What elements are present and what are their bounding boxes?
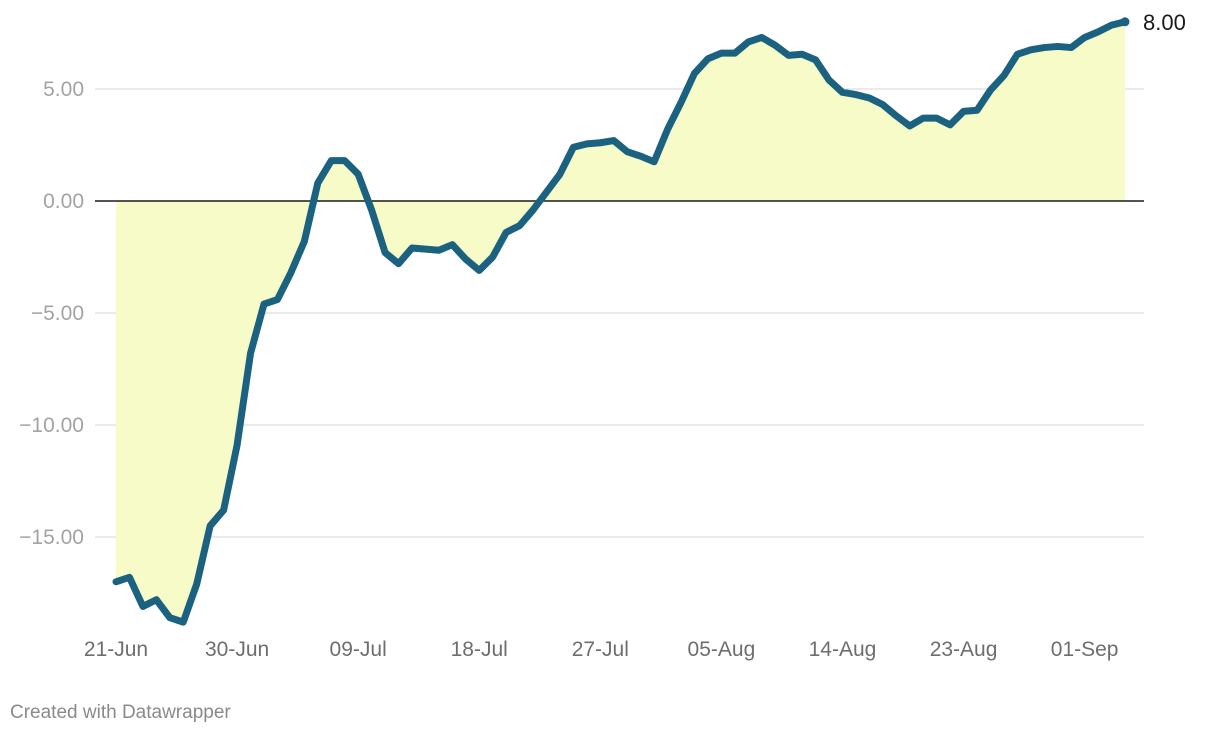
y-tick-label: −10.00 <box>19 414 84 437</box>
end-value-label: 8.00 <box>1143 10 1186 35</box>
series-line <box>112 18 1129 626</box>
area-fill-layer <box>116 21 1125 623</box>
x-tick-label: 18-Jul <box>451 638 508 661</box>
area-fill <box>116 21 1125 623</box>
x-axis-labels: 21-Jun 30-Jun 09-Jul 18-Jul 27-Jul 05-Aug 14-A… <box>84 638 1119 661</box>
y-axis-labels: 5.00 0.00 −5.00 −10.00 −15.00 <box>19 78 84 549</box>
series-line-layer <box>112 18 1129 626</box>
y-tick-label: 0.00 <box>43 190 84 213</box>
x-tick-label: 05-Aug <box>688 638 756 661</box>
gridlines <box>95 88 1144 538</box>
x-tick-label: 09-Jul <box>330 638 387 661</box>
annotation-layer: 8.00 <box>1120 10 1186 35</box>
y-tick-label: 5.00 <box>43 78 84 101</box>
x-tick-label: 30-Jun <box>205 638 269 661</box>
footer-credit: Created with Datawrapper <box>10 702 231 723</box>
y-tick-label: −5.00 <box>31 302 84 325</box>
x-tick-label: 23-Aug <box>930 638 998 661</box>
end-point-marker <box>1120 17 1130 27</box>
x-tick-label: 14-Aug <box>809 638 877 661</box>
x-tick-label: 21-Jun <box>84 638 148 661</box>
y-tick-label: −15.00 <box>19 526 84 549</box>
x-tick-label: 01-Sep <box>1051 638 1119 661</box>
x-tick-label: 27-Jul <box>572 638 629 661</box>
